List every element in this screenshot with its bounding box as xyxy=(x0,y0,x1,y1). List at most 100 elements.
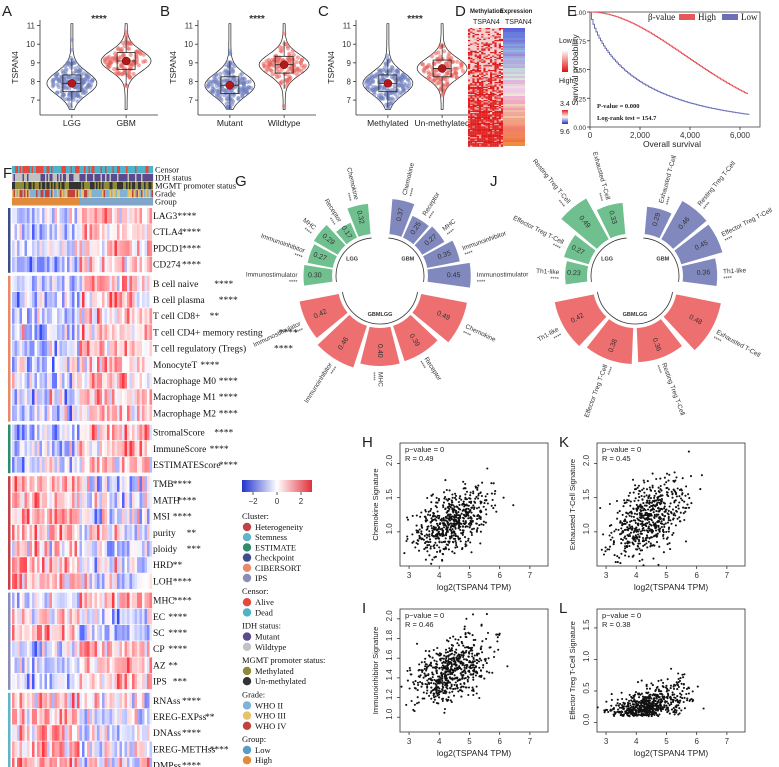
annotation-cell xyxy=(84,174,86,182)
heatmap-cell xyxy=(142,592,145,609)
annotation-cell xyxy=(51,166,53,174)
annotation-cell xyxy=(151,198,154,206)
methylation-cell xyxy=(476,126,479,128)
methylation-cell xyxy=(487,107,490,109)
heatmap-cell xyxy=(37,741,40,757)
heatmap-cell xyxy=(97,557,100,573)
expression-cell xyxy=(503,46,525,48)
heatmap-cell xyxy=(114,240,118,256)
methylation-cell xyxy=(481,121,484,123)
heatmap-cell xyxy=(147,256,150,273)
group-center-label: LGG xyxy=(346,256,358,262)
methylation-cell xyxy=(496,118,499,120)
heatmap-cell xyxy=(34,308,38,324)
heatmap-cell xyxy=(129,524,133,541)
heatmap-cell xyxy=(104,389,108,405)
methylation-cell xyxy=(479,120,482,122)
heatmap-cell xyxy=(39,692,43,709)
heatmap-cell xyxy=(52,373,55,389)
heatmap-cell xyxy=(47,725,50,741)
heatmap-cell xyxy=(119,641,123,657)
heatmap-cell xyxy=(34,424,38,441)
data-point xyxy=(389,96,394,101)
methylation-cell xyxy=(479,110,482,112)
heatmap-cell xyxy=(64,292,68,308)
methylation-cell xyxy=(498,58,501,60)
heatmap-cell xyxy=(127,324,130,340)
x-group-label: Methylated xyxy=(367,118,409,128)
methylation-cell xyxy=(485,80,488,82)
heatmap-cell xyxy=(14,457,18,473)
methylation-cell xyxy=(485,97,488,99)
heatmap-cell xyxy=(79,389,83,405)
methylation-cell xyxy=(485,94,488,96)
methylation-cell xyxy=(481,86,484,88)
heatmap-cell xyxy=(112,457,115,473)
heatmap-cell xyxy=(32,692,35,709)
methylation-cell xyxy=(487,78,490,80)
bar-value: 0.27 xyxy=(312,251,327,262)
methylation-cell xyxy=(494,40,497,42)
methylation-cell xyxy=(487,104,490,106)
heatmap-cell xyxy=(62,275,65,292)
methylation-cell xyxy=(470,52,473,54)
methylation-cell xyxy=(485,133,488,135)
heatmap-cell xyxy=(109,208,113,224)
annotation-cell xyxy=(136,182,139,190)
annotation-cell xyxy=(147,190,149,198)
heatmap-cell xyxy=(84,373,88,389)
heatmap-cell xyxy=(27,709,30,725)
methylation-cell xyxy=(474,90,477,92)
annotation-cell xyxy=(121,190,124,198)
methylation-cell xyxy=(498,98,501,100)
heatmap-cell xyxy=(119,324,123,340)
heatmap-cell xyxy=(87,492,90,508)
heatmap-cell xyxy=(94,424,98,441)
heatmap-cell xyxy=(114,725,118,741)
annotation-cell xyxy=(46,174,49,182)
heatmap-cell xyxy=(67,673,70,690)
heatmap-cell xyxy=(104,208,108,224)
heatmap-cell xyxy=(82,757,85,767)
methylation-cell xyxy=(498,110,501,112)
annotation-cell xyxy=(118,166,121,174)
expression-cell xyxy=(503,108,525,110)
methylation-cell xyxy=(501,97,504,99)
heatmap-cell xyxy=(22,657,25,673)
annotation-cell xyxy=(73,166,76,174)
row-label: ESTIMATEScore xyxy=(153,461,221,471)
heatmap-cell xyxy=(12,208,15,224)
data-point xyxy=(130,63,135,68)
heatmap-cell xyxy=(149,292,153,308)
heatmap-cell xyxy=(109,492,113,508)
heatmap-cell xyxy=(69,457,73,473)
methylation-cell xyxy=(494,71,497,73)
heatmap-cell xyxy=(37,275,40,292)
methylation-cell xyxy=(496,121,499,123)
heatmap-cell xyxy=(117,224,120,240)
annotation-cell xyxy=(27,198,29,206)
methylation-cell xyxy=(487,44,490,46)
heatmap-cell xyxy=(99,208,103,224)
data-point xyxy=(69,37,74,42)
heatmap-cell xyxy=(114,224,118,240)
methylation-cell xyxy=(481,140,484,142)
methylation-cell xyxy=(492,100,495,102)
heatmap-cell xyxy=(97,541,100,557)
bar-significance: **** xyxy=(461,330,472,339)
heatmap-cell xyxy=(62,625,65,641)
data-point xyxy=(282,41,287,47)
methylation-cell xyxy=(481,115,484,117)
heatmap-cell xyxy=(147,457,150,473)
heatmap-cell xyxy=(124,725,128,741)
methylation-cell xyxy=(490,47,493,49)
methylation-cell xyxy=(498,74,501,76)
methylation-cell xyxy=(474,50,477,52)
methylation-cell xyxy=(492,62,495,64)
cluster-bar xyxy=(8,476,11,590)
data-point xyxy=(365,84,370,89)
heatmap-cell xyxy=(67,256,70,273)
heatmap-cell xyxy=(134,657,138,673)
heatmap-cell xyxy=(44,492,48,508)
heatmap-cell xyxy=(32,457,35,473)
